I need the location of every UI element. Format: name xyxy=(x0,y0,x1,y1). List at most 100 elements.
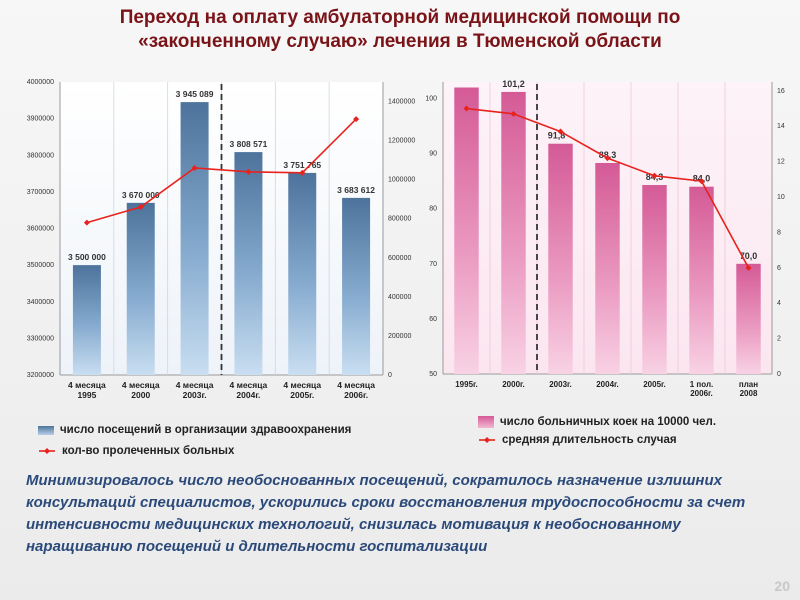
legend-right-line-label: средняя длительность случая xyxy=(502,434,677,446)
x-tick-label: 4 месяца 2004г. xyxy=(230,380,268,400)
x-tick-label: 4 месяца 2006г. xyxy=(337,380,375,400)
y-tick-right: 14 xyxy=(777,123,785,130)
bar-value-label: 3 670 000 xyxy=(122,190,160,200)
y-tick-right: 0 xyxy=(388,372,392,379)
y-tick-right: 1000000 xyxy=(388,177,415,184)
legend-right-line-swatch xyxy=(479,437,495,443)
y-tick-left: 3500000 xyxy=(27,262,54,269)
x-tick-label: 2003г. xyxy=(549,380,572,389)
y-tick-left: 3200000 xyxy=(27,372,54,379)
y-tick-right: 10 xyxy=(777,194,785,201)
y-tick-right: 4 xyxy=(777,300,781,307)
y-tick-right: 800000 xyxy=(388,216,411,223)
y-tick-right: 400000 xyxy=(388,294,411,301)
visits-chart: 3200000 3300000 3400000 3500000 3600000 37000… xyxy=(27,79,415,400)
y-tick-right: 8 xyxy=(777,229,781,236)
bar-value-label: 70,0 xyxy=(740,251,758,261)
bar xyxy=(72,265,101,375)
line-series xyxy=(86,118,357,224)
bar-value-label: 91,8 xyxy=(548,131,566,141)
bar xyxy=(689,186,714,374)
line-point xyxy=(698,178,705,185)
y-tick-left: 3900000 xyxy=(27,116,54,123)
line-point xyxy=(191,164,198,171)
bar xyxy=(180,102,209,376)
bar-value-label: 3 945 089 xyxy=(176,89,214,99)
bar xyxy=(454,87,479,374)
x-tick-label: 4 месяца 2003г. xyxy=(176,380,214,400)
y-tick-left: 3400000 xyxy=(27,299,54,306)
x-tick-label: 4 месяца 2000 xyxy=(122,380,160,400)
legend-left-bar-swatch xyxy=(38,425,54,435)
x-tick-label: 2000г. xyxy=(502,380,525,389)
line-point xyxy=(604,155,611,162)
bar xyxy=(288,172,317,375)
legend-right-bar-swatch xyxy=(478,416,494,428)
bar xyxy=(126,202,155,375)
y-tick-left: 60 xyxy=(429,316,437,323)
bar xyxy=(234,152,263,375)
y-tick-right: 1400000 xyxy=(388,99,415,106)
y-tick-right: 16 xyxy=(777,88,785,95)
legend-left-line: кол-во пролеченных больных xyxy=(38,445,234,457)
summary-text: Минимизировалось число необоснованных по… xyxy=(26,472,746,555)
line-point xyxy=(651,172,658,179)
y-tick-right: 2 xyxy=(777,336,781,343)
beds-chart: 50607080901000246810121416101,291,888,38… xyxy=(425,79,785,398)
legend-left-line-label: кол-во пролеченных больных xyxy=(62,445,235,457)
y-tick-left: 70 xyxy=(429,261,437,268)
bar-value-label: 101,2 xyxy=(502,79,525,89)
bar-value-label: 88,3 xyxy=(599,150,617,160)
line-point xyxy=(745,264,752,271)
bar xyxy=(595,162,620,374)
line-point xyxy=(83,219,90,226)
y-tick-right: 600000 xyxy=(388,255,411,262)
bar-value-label: 3 500 000 xyxy=(68,252,106,262)
legend-left-bar: число посещений в организации здравоохра… xyxy=(38,424,351,436)
line-point xyxy=(299,169,306,176)
title-line-2: «законченному случаю» лечения в Тюменско… xyxy=(138,31,662,52)
bar xyxy=(548,143,573,374)
y-tick-left: 3800000 xyxy=(27,152,54,159)
bar xyxy=(501,91,526,374)
y-tick-left: 90 xyxy=(429,151,437,158)
y-tick-left: 3700000 xyxy=(27,189,54,196)
x-tick-label: 4 месяца 2005г. xyxy=(283,380,321,400)
slide-title: Переход на оплату амбулаторной медицинск… xyxy=(60,6,740,54)
legend-left-line-swatch xyxy=(39,448,55,454)
legend-right-bar: число больничных коек на 10000 чел. xyxy=(478,416,716,428)
y-tick-left: 4000000 xyxy=(27,79,54,86)
y-tick-right: 1200000 xyxy=(388,138,415,145)
bar-value-label: 3 751 765 xyxy=(283,160,321,170)
page-number: 20 xyxy=(774,578,790,594)
line-point xyxy=(463,105,470,112)
y-tick-right: 0 xyxy=(777,371,781,378)
y-tick-left: 3300000 xyxy=(27,335,54,342)
title-line-1: Переход на оплату амбулаторной медицинск… xyxy=(119,7,681,28)
bar-value-label: 3 683 612 xyxy=(337,185,375,195)
y-tick-right: 200000 xyxy=(388,333,411,340)
y-tick-left: 80 xyxy=(429,206,437,213)
y-tick-left: 100 xyxy=(425,96,437,103)
x-tick-label: 2005г. xyxy=(643,380,666,389)
line-point xyxy=(557,128,564,135)
line-point xyxy=(137,204,144,211)
line-point xyxy=(510,110,517,117)
bar xyxy=(642,185,667,374)
x-tick-label: 2004г. xyxy=(596,380,619,389)
x-tick-label: 4 месяца 1995 xyxy=(68,380,106,400)
y-tick-right: 12 xyxy=(777,159,785,166)
line-point xyxy=(353,116,360,123)
bar-value-label: 3 808 571 xyxy=(230,139,268,149)
bar xyxy=(342,197,371,375)
x-tick-label: план 2008 xyxy=(739,380,758,398)
legend-right-line: средняя длительность случая xyxy=(478,434,677,446)
legend-right-bar-label: число больничных коек на 10000 чел. xyxy=(500,416,717,428)
y-tick-left: 3600000 xyxy=(27,226,54,233)
line-point xyxy=(245,168,252,175)
legend-left-bar-label: число посещений в организации здравоохра… xyxy=(60,424,352,436)
y-tick-right: 6 xyxy=(777,265,781,272)
y-tick-left: 50 xyxy=(429,371,437,378)
x-tick-label: 1 пол. 2006г. xyxy=(690,380,714,398)
bar xyxy=(736,263,761,374)
